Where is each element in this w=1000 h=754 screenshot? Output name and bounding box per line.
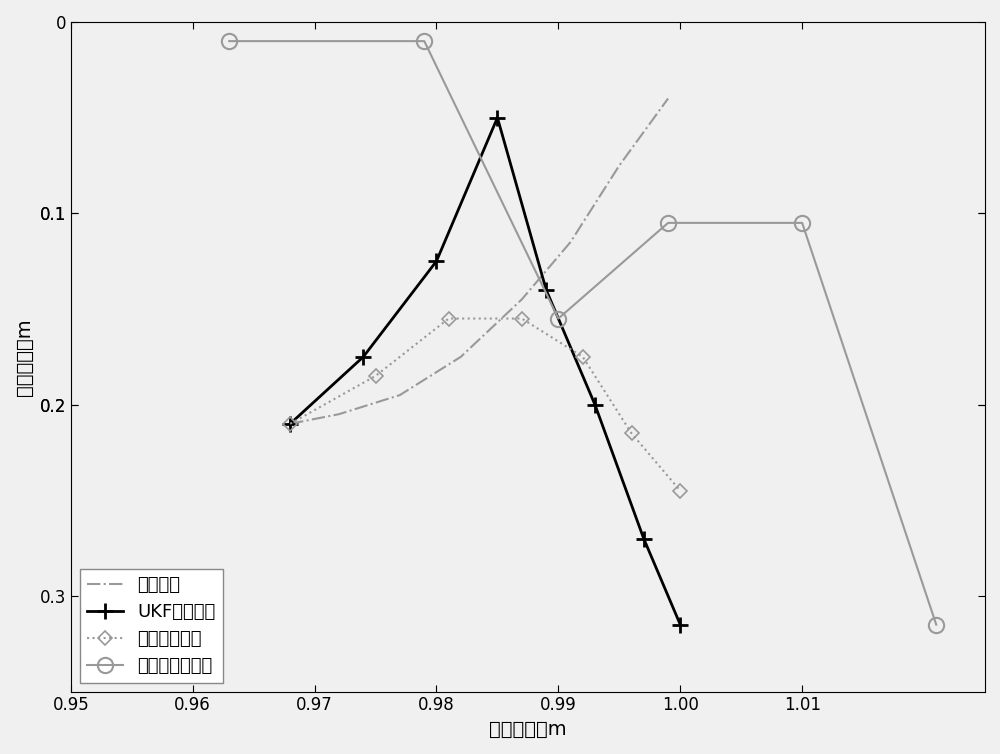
Legend: 实际路线, UKF滤波结果, 惯性导航结果, 可见光定位结果: 实际路线, UKF滤波结果, 惯性导航结果, 可见光定位结果 [80, 569, 223, 682]
实际路线 [662, 94, 674, 103]
UKF滤波结果 [589, 400, 601, 409]
可见光定位结果 [930, 620, 942, 629]
UKF滤波结果 [491, 113, 503, 122]
UKF滤波结果 [674, 620, 686, 629]
可见光定位结果 [662, 219, 674, 228]
可见光定位结果 [552, 314, 564, 323]
可见光定位结果 [418, 37, 430, 46]
惯性导航结果 [443, 314, 455, 323]
实际路线 [284, 419, 296, 428]
UKF滤波结果 [284, 419, 296, 428]
UKF滤波结果 [638, 534, 650, 543]
实际路线 [455, 352, 467, 361]
UKF滤波结果 [540, 285, 552, 294]
惯性导航结果 [626, 429, 638, 438]
惯性导航结果 [370, 372, 382, 381]
惯性导航结果 [516, 314, 528, 323]
实际路线 [565, 238, 577, 247]
UKF滤波结果 [430, 256, 442, 265]
惯性导航结果 [674, 486, 686, 495]
Line: 惯性导航结果: 惯性导航结果 [285, 314, 685, 495]
惯性导航结果 [577, 352, 589, 361]
可见光定位结果 [223, 37, 235, 46]
实际路线 [394, 391, 406, 400]
Line: 可见光定位结果: 可见光定位结果 [222, 33, 944, 633]
实际路线 [333, 409, 345, 418]
可见光定位结果 [796, 219, 808, 228]
实际路线 [613, 161, 625, 170]
Line: 实际路线: 实际路线 [290, 99, 668, 424]
UKF滤波结果 [357, 352, 369, 361]
Y-axis label: 横轴方向＼m: 横轴方向＼m [15, 318, 34, 396]
实际路线 [516, 295, 528, 304]
Line: UKF滤波结果: UKF滤波结果 [282, 109, 689, 633]
X-axis label: 横轴方向＼m: 横轴方向＼m [489, 720, 567, 739]
惯性导航结果 [284, 419, 296, 428]
